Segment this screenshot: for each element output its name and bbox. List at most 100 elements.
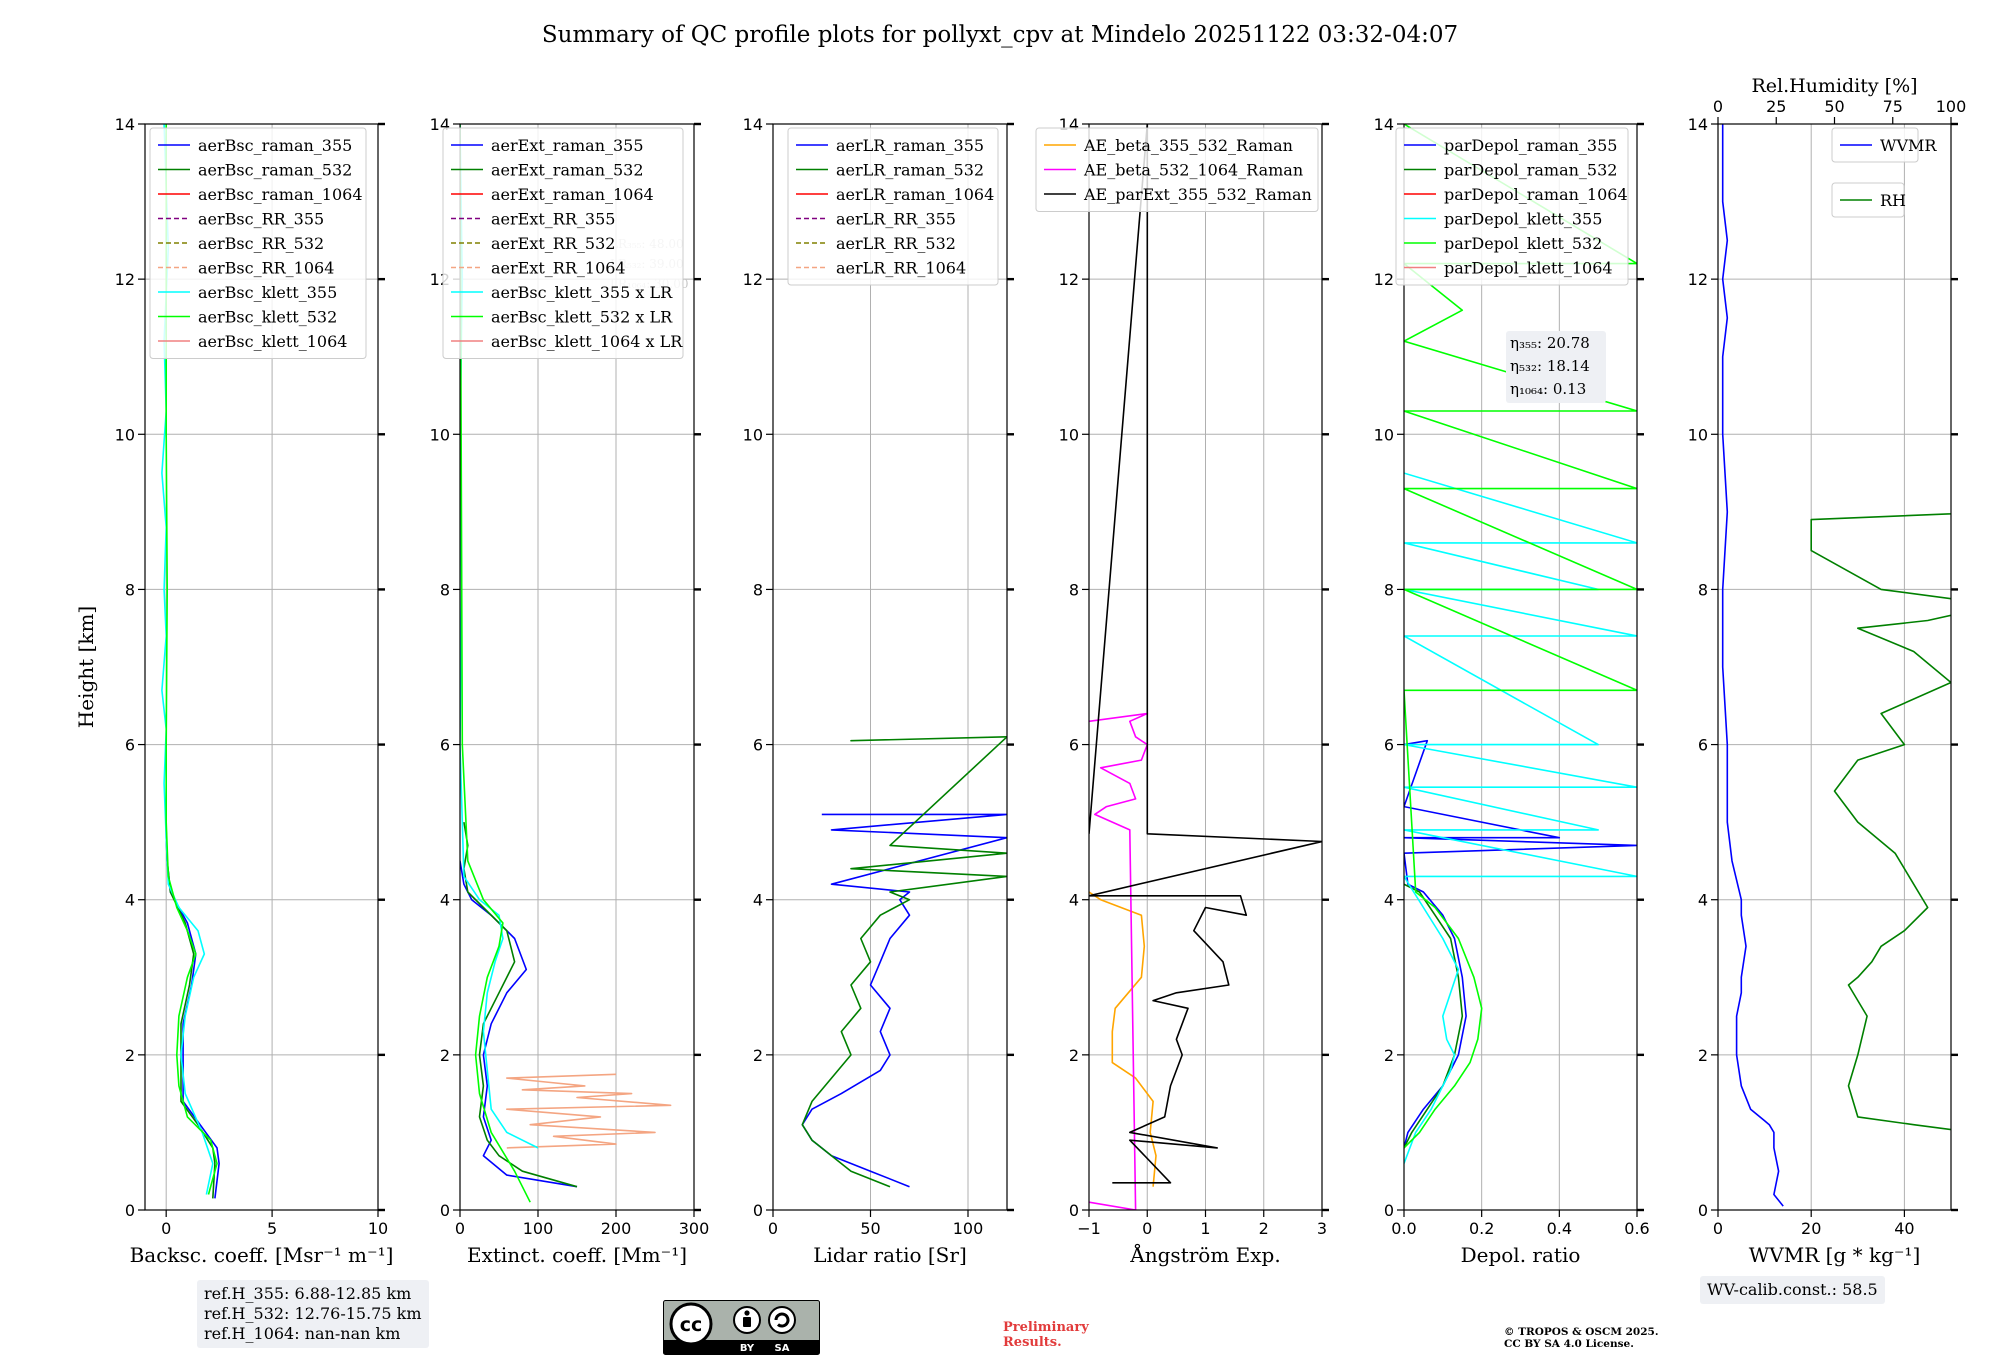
chart-panel-6: 0 2 4 6 8 10 12 14 0 20 40 0 25 50 75 100 Rel.Humidity [… xyxy=(1688,75,1967,1267)
badge-footer xyxy=(664,1340,819,1354)
series-line-RH xyxy=(1810,513,1951,1131)
series-group xyxy=(1404,124,1637,1164)
y-tick-label: 12 xyxy=(115,270,135,289)
series-line-aerLR_raman_532 xyxy=(801,735,1007,1188)
annotation-text: η₅₃₂: 18.14 xyxy=(1510,357,1590,375)
y-tick-label: 14 xyxy=(115,115,135,134)
y-tick-label: 4 xyxy=(440,891,450,910)
y-tick-label: 12 xyxy=(1059,270,1079,289)
legend-label-aerBsc_klett_1064: aerBsc_klett_1064 xyxy=(198,332,347,351)
legend-label-aerLR_raman_1064: aerLR_raman_1064 xyxy=(836,185,994,204)
y-tick-label: 6 xyxy=(125,736,135,755)
legend-label-aerBsc_raman_532: aerBsc_raman_532 xyxy=(198,161,352,180)
y-tick-label: 2 xyxy=(125,1046,135,1065)
x-tick-label: 100 xyxy=(953,1219,984,1238)
x-axis-label: Lidar ratio [Sr] xyxy=(813,1243,967,1267)
preliminary-line-2: Results. xyxy=(1003,1335,1062,1350)
y-tick-label: 14 xyxy=(743,115,763,134)
y-tick-label: 4 xyxy=(125,891,135,910)
x-tick-label: 0 xyxy=(1713,1219,1723,1238)
legend-label-aerBsc_klett_532 x LR: aerBsc_klett_532 x LR xyxy=(491,308,673,327)
by-icon-head xyxy=(744,1310,750,1316)
x-tick-label: 1 xyxy=(1200,1219,1210,1238)
legend-label-parDepol_raman_532: parDepol_raman_532 xyxy=(1444,161,1617,180)
y-tick-label: 12 xyxy=(743,270,763,289)
legend-label-aerExt_RR_532: aerExt_RR_532 xyxy=(491,234,615,253)
ref-height-355: ref.H_355: 6.88-12.85 km xyxy=(204,1284,412,1303)
y-tick-label: 12 xyxy=(1374,270,1394,289)
y-tick-label: 4 xyxy=(1069,891,1079,910)
legend-label-aerExt_raman_532: aerExt_raman_532 xyxy=(491,161,644,180)
legend-label-aerLR_raman_532: aerLR_raman_532 xyxy=(836,161,984,180)
copyright-line-1: © TROPOS & OSCM 2025. xyxy=(1504,1326,1659,1338)
preliminary-notice: Preliminary Results. xyxy=(1003,1320,1089,1350)
copyright-notice: © TROPOS & OSCM 2025. CC BY SA 4.0 Licen… xyxy=(1504,1326,1659,1350)
legend-box xyxy=(1395,127,1629,286)
legend-label-parDepol_raman_1064: parDepol_raman_1064 xyxy=(1444,185,1628,204)
copyright-line-2: CC BY SA 4.0 License. xyxy=(1504,1338,1634,1350)
legend-box xyxy=(1035,127,1319,212)
series-line-parDepol_raman_532 xyxy=(1404,883,1464,1149)
legend-label-aerBsc_klett_355: aerBsc_klett_355 xyxy=(198,283,337,302)
y-tick-label: 8 xyxy=(440,580,450,599)
y-tick-label: 14 xyxy=(1374,115,1394,134)
top-x-tick-label: 25 xyxy=(1766,97,1786,116)
y-tick-label: 6 xyxy=(1384,736,1394,755)
y-tick-label: 0 xyxy=(1384,1201,1394,1220)
y-tick-label: 8 xyxy=(753,580,763,599)
y-tick-label: 6 xyxy=(753,736,763,755)
y-tick-label: 0 xyxy=(1698,1201,1708,1220)
legend-label-AE_beta_355_532_Raman: AE_beta_355_532_Raman xyxy=(1083,136,1293,155)
y-tick-label: 4 xyxy=(1698,891,1708,910)
x-tick-label: 0.2 xyxy=(1469,1219,1494,1238)
series-line-aerExt_raman_532 xyxy=(463,821,578,1188)
y-tick-label: 0 xyxy=(125,1201,135,1220)
y-tick-label: 0 xyxy=(1069,1201,1079,1220)
top-x-tick-label: 0 xyxy=(1713,97,1723,116)
sa-icon-arrow xyxy=(774,1312,790,1328)
top-x-tick-label: 100 xyxy=(1936,97,1967,116)
wv-calibration-box: WV-calib.const.: 58.5 xyxy=(1700,1276,1885,1304)
legend-label-aerBsc_raman_1064: aerBsc_raman_1064 xyxy=(198,185,363,204)
series-line-aerExt_raman_355 xyxy=(460,860,578,1188)
legend-label-parDepol_klett_532: parDepol_klett_532 xyxy=(1444,234,1602,253)
legend-box xyxy=(1831,127,1919,163)
legend-label-parDepol_klett_1064: parDepol_klett_1064 xyxy=(1444,259,1613,278)
legend-label-aerExt_RR_1064: aerExt_RR_1064 xyxy=(491,259,626,278)
legend-label-aerBsc_RR_355: aerBsc_RR_355 xyxy=(198,210,324,229)
legend-label-aerExt_raman_1064: aerExt_raman_1064 xyxy=(491,185,654,204)
sa-sharealike-icon xyxy=(768,1306,796,1334)
x-axis-label: Extinct. coeff. [Mm⁻¹] xyxy=(467,1243,687,1267)
legend-label-aerBsc_klett_1064 x LR: aerBsc_klett_1064 x LR xyxy=(491,332,683,351)
x-tick-label: 50 xyxy=(860,1219,880,1238)
x-tick-label: 100 xyxy=(523,1219,554,1238)
x-tick-label: 200 xyxy=(601,1219,632,1238)
series-line-aerBsc_klett_532 xyxy=(165,124,218,1195)
y-tick-label: 12 xyxy=(1688,270,1708,289)
annotation-box xyxy=(1506,331,1606,403)
legend-label-aerBsc_klett_532: aerBsc_klett_532 xyxy=(198,308,337,327)
legend-label-AE_parExt_355_532_Raman: AE_parExt_355_532_Raman xyxy=(1083,185,1312,204)
axes-frame xyxy=(772,123,1008,1211)
by-icon-body xyxy=(743,1317,751,1327)
y-tick-label: 4 xyxy=(753,891,763,910)
y-tick-label: 8 xyxy=(1698,580,1708,599)
x-tick-label: 300 xyxy=(679,1219,710,1238)
y-tick-label: 10 xyxy=(430,425,450,444)
y-tick-label: 2 xyxy=(1069,1046,1079,1065)
legend-label-aerLR_RR_1064: aerLR_RR_1064 xyxy=(836,259,966,278)
y-tick-label: 6 xyxy=(440,736,450,755)
series-group xyxy=(1089,124,1322,1210)
cc-logo-text: cc xyxy=(680,1314,703,1336)
y-tick-label: 10 xyxy=(1059,425,1079,444)
y-tick-label: 2 xyxy=(440,1046,450,1065)
y-tick-label: 6 xyxy=(1069,736,1079,755)
legend-label-aerLR_raman_355: aerLR_raman_355 xyxy=(836,136,984,155)
legend-label-parDepol_klett_355: parDepol_klett_355 xyxy=(1444,210,1602,229)
x-tick-label: 0 xyxy=(768,1219,778,1238)
x-axis-label: Depol. ratio xyxy=(1461,1243,1581,1267)
legend-box xyxy=(149,127,367,359)
series-line-aerLR_raman_355 xyxy=(801,813,1007,1188)
